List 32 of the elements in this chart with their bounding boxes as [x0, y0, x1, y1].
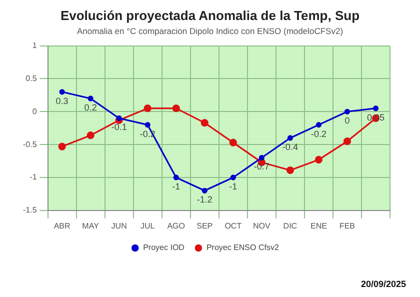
data-label: -1 — [229, 181, 238, 192]
data-label: -1.2 — [196, 194, 212, 205]
y-tick-label: 0 — [32, 106, 38, 116]
x-tick-label: OCT — [224, 221, 242, 230]
data-label: -0.7 — [254, 162, 270, 172]
text: 20/09/2025 — [360, 279, 406, 289]
data-label: -0.1 — [111, 122, 127, 132]
chart-title: Evolución proyectada Anomalia de la Temp, Sup — [59, 8, 361, 23]
data-label: -0.2 — [310, 128, 326, 139]
data-label: 0.3 — [56, 96, 68, 106]
legend-label: Proyec ENSO Cfsv2 — [206, 243, 280, 252]
x-tick-label: MAY — [82, 221, 100, 230]
y-tick-label: -1.5 — [22, 206, 38, 215]
x-tick-label: JUL — [140, 221, 156, 230]
data-label: 0.2 — [84, 102, 97, 112]
x-tick-label: SEP — [196, 221, 213, 230]
x-tick-label: JUN — [111, 221, 128, 230]
y-tick-label: -0.5 — [22, 140, 38, 149]
chart-subtitle: Anomalia en °C comparacion Dipolo Indico con ENSO (modeloCFSv2) — [76, 26, 344, 36]
data-label: -0.4 — [282, 142, 298, 152]
x-tick-label: DIC — [283, 221, 298, 230]
data-label: -1 — [172, 181, 180, 192]
data-label: 0 — [344, 116, 350, 126]
x-tick-label: AGO — [167, 221, 186, 230]
y-tick-label: -1 — [30, 172, 38, 182]
x-tick-label: ENE — [310, 221, 327, 230]
y-tick-label: 0.5 — [26, 74, 38, 83]
x-tick-label: ABR — [54, 221, 70, 230]
x-tick-label: FEB — [339, 221, 356, 230]
y-tick-label: 1 — [32, 41, 38, 50]
x-tick-label: NOV — [253, 221, 271, 230]
legend-label: Proyec IOD — [143, 243, 185, 252]
